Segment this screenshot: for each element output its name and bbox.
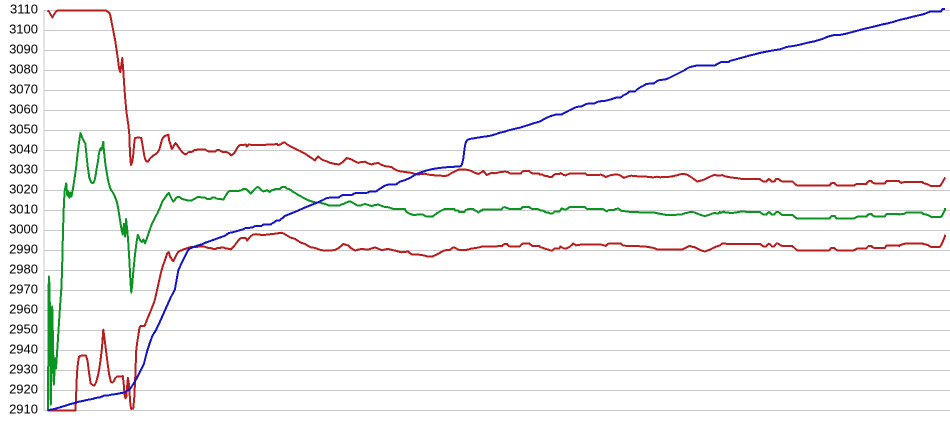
svg-text:3110: 3110: [10, 2, 38, 17]
svg-text:2960: 2960: [9, 302, 38, 317]
svg-text:3030: 3030: [9, 162, 38, 177]
svg-text:2920: 2920: [9, 382, 38, 397]
svg-text:3000: 3000: [9, 222, 38, 237]
svg-text:3040: 3040: [9, 142, 38, 157]
svg-text:2950: 2950: [9, 322, 38, 337]
svg-text:2980: 2980: [9, 262, 38, 277]
svg-text:3080: 3080: [9, 62, 38, 77]
svg-text:3050: 3050: [9, 122, 38, 137]
svg-text:2930: 2930: [9, 362, 38, 377]
svg-text:3090: 3090: [9, 42, 38, 57]
svg-text:3100: 3100: [9, 22, 38, 37]
svg-text:2970: 2970: [9, 282, 38, 297]
svg-text:3060: 3060: [9, 102, 38, 117]
svg-text:3020: 3020: [9, 182, 38, 197]
svg-text:2940: 2940: [9, 342, 38, 357]
svg-text:3070: 3070: [9, 82, 38, 97]
svg-text:2910: 2910: [9, 402, 38, 417]
svg-text:2990: 2990: [9, 242, 38, 257]
svg-text:3010: 3010: [9, 202, 38, 217]
